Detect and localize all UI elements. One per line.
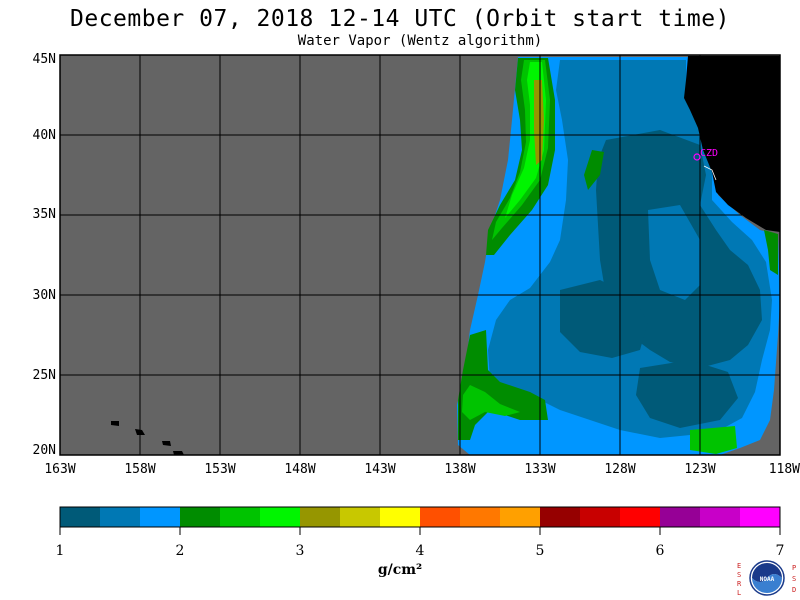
colorbar-tick-7: 7 [775, 543, 785, 559]
colorbar-ticks [59, 527, 781, 535]
colorbar-cell [220, 507, 261, 527]
colorbar-cell [540, 507, 581, 527]
noaa-logo-letter-r: R [737, 580, 742, 588]
colorbar-cell [340, 507, 381, 527]
map-subtitle: Water Vapor (Wentz algorithm) [297, 33, 543, 49]
colorbar-cell [380, 507, 421, 527]
noaa-logo-letter-l: L [737, 589, 741, 597]
hawaii-kauai [111, 421, 119, 426]
colorbar-tick-5: 5 [535, 543, 545, 559]
noaa-logo-sea [752, 574, 782, 593]
lon-label-153w: 153W [204, 462, 236, 477]
colorbar-cell [140, 507, 181, 527]
colorbar-cell [260, 507, 301, 527]
north-america-land [684, 56, 780, 232]
lat-label-25n: 25N [32, 368, 56, 383]
colorbar-cell [420, 507, 461, 527]
colorbar-tick-1: 1 [55, 543, 65, 559]
colorbar-cell [740, 507, 781, 527]
colorbar-cell [620, 507, 661, 527]
noaa-logo-letter-s2: S [792, 575, 796, 583]
map-frame [59, 54, 781, 456]
moisture-band-south-inner [462, 385, 520, 420]
lon-label-148w: 148W [284, 462, 316, 477]
colorbar-cell [500, 507, 541, 527]
colorbar-tick-3: 3 [295, 543, 305, 559]
map-title: December 07, 2018 12-14 UTC (Orbit start… [70, 6, 730, 32]
colorbar-units: g/cm² [377, 562, 423, 578]
lon-label-158w: 158W [124, 462, 156, 477]
colorbar-cell [460, 507, 501, 527]
colorbar-cell [100, 507, 141, 527]
lat-label-35n: 35N [32, 207, 56, 222]
lon-label-163w: 163W [44, 462, 76, 477]
green-patch-north [584, 150, 604, 190]
colorbar-cell [580, 507, 621, 527]
colorbar-tick-4: 4 [415, 543, 425, 559]
colorbar-cell [660, 507, 701, 527]
moisture-band-southeast [690, 426, 737, 454]
station-pointer [703, 165, 717, 181]
lat-label-40n: 40N [32, 128, 56, 143]
station-marker-icon [693, 153, 701, 161]
green-patch-coast [764, 230, 778, 275]
colorbar-cell [60, 507, 101, 527]
noaa-logo-text: NOAA [760, 576, 775, 583]
lon-label-118w: 118W [768, 462, 800, 477]
colorbar-tick-6: 6 [655, 543, 665, 559]
noaa-logo-letter-e: E [737, 562, 741, 570]
lon-label-123w: 123W [684, 462, 716, 477]
colorbar-cell [300, 507, 341, 527]
station-label: CZD [700, 148, 718, 159]
lat-label-30n: 30N [32, 288, 56, 303]
noaa-logo-letter-s: S [737, 571, 741, 579]
map-grid [60, 55, 780, 455]
lon-label-143w: 143W [364, 462, 396, 477]
moisture-plume-peak [534, 80, 544, 165]
lon-label-138w: 138W [444, 462, 476, 477]
colorbar-cell [180, 507, 221, 527]
lat-label-45n: 45N [32, 52, 56, 67]
noaa-logo-bird [752, 563, 782, 582]
swath-dark-blue-center [560, 280, 648, 358]
hawaii-big-island [173, 451, 184, 455]
colorbar-cell [700, 507, 741, 527]
lat-label-20n: 20N [32, 443, 56, 458]
swath-dark-blue-south [636, 360, 738, 428]
noaa-logo: NOAA E S R L P S D [737, 560, 796, 597]
hawaii-maui [162, 441, 171, 446]
noaa-logo-letter-p: P [792, 564, 796, 572]
noaa-logo-letter-d: D [792, 586, 796, 594]
swath-blue-gap [648, 205, 700, 300]
lon-label-133w: 133W [524, 462, 556, 477]
colorbar-tick-2: 2 [175, 543, 185, 559]
lon-label-128w: 128W [604, 462, 636, 477]
